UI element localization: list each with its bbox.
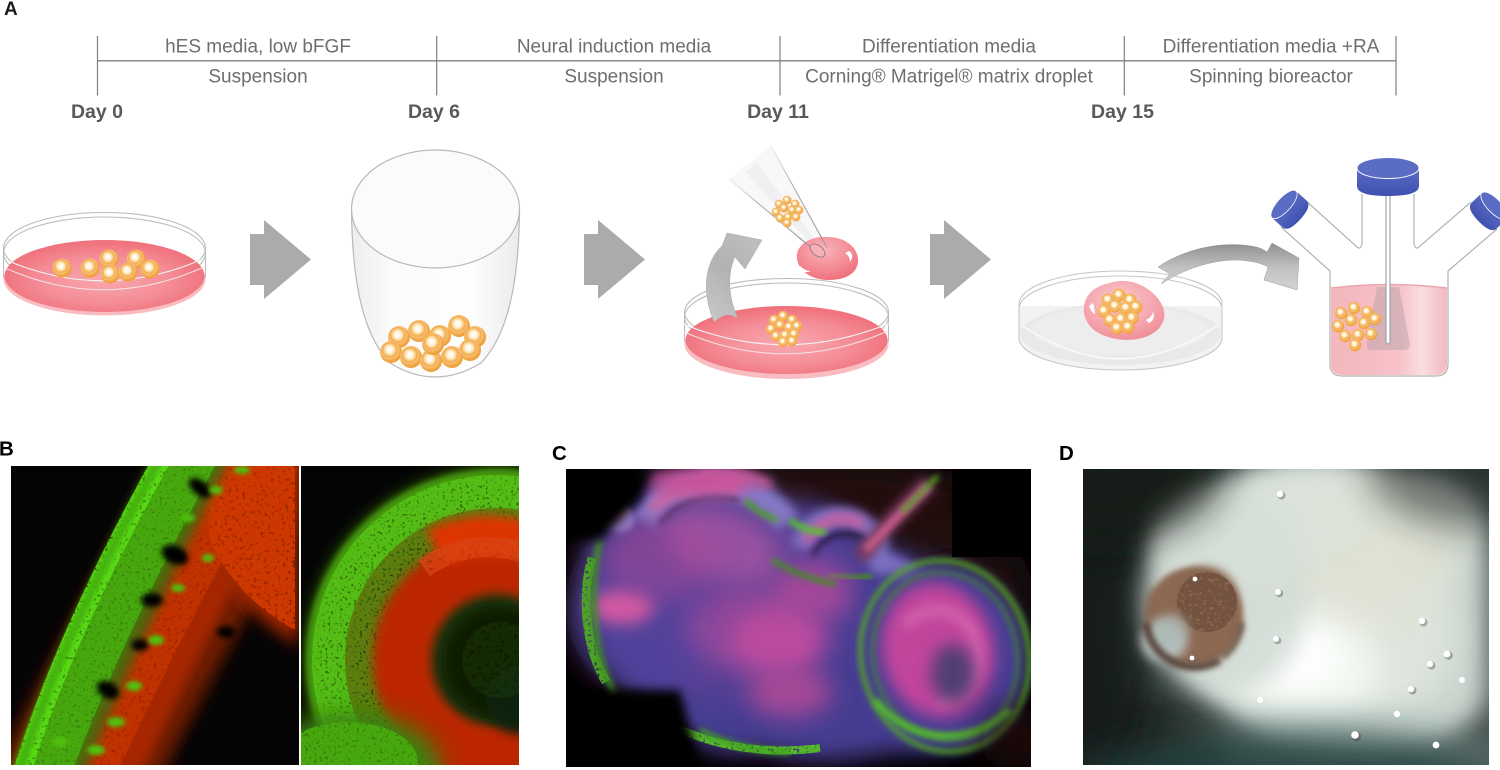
svg-text:Differentiation media: Differentiation media bbox=[862, 37, 1036, 58]
svg-text:hES media, low bFGF: hES media, low bFGF bbox=[165, 37, 351, 58]
svg-text:Day 0: Day 0 bbox=[71, 101, 123, 123]
svg-text:Suspension: Suspension bbox=[564, 67, 663, 88]
svg-text:Corning® Matrigel® matrix drop: Corning® Matrigel® matrix droplet bbox=[805, 67, 1093, 88]
svg-text:Day 15: Day 15 bbox=[1091, 101, 1154, 123]
svg-text:B: B bbox=[0, 438, 14, 461]
svg-text:Differentiation media +RA: Differentiation media +RA bbox=[1163, 37, 1380, 58]
svg-text:D: D bbox=[1059, 442, 1074, 465]
svg-text:Day 11: Day 11 bbox=[747, 101, 809, 123]
svg-text:Neural induction media: Neural induction media bbox=[517, 37, 712, 58]
svg-text:C: C bbox=[552, 442, 567, 465]
svg-text:A: A bbox=[4, 0, 18, 20]
svg-text:Spinning bioreactor: Spinning bioreactor bbox=[1189, 67, 1353, 88]
svg-text:Suspension: Suspension bbox=[208, 67, 307, 88]
svg-text:Day 6: Day 6 bbox=[408, 101, 460, 123]
